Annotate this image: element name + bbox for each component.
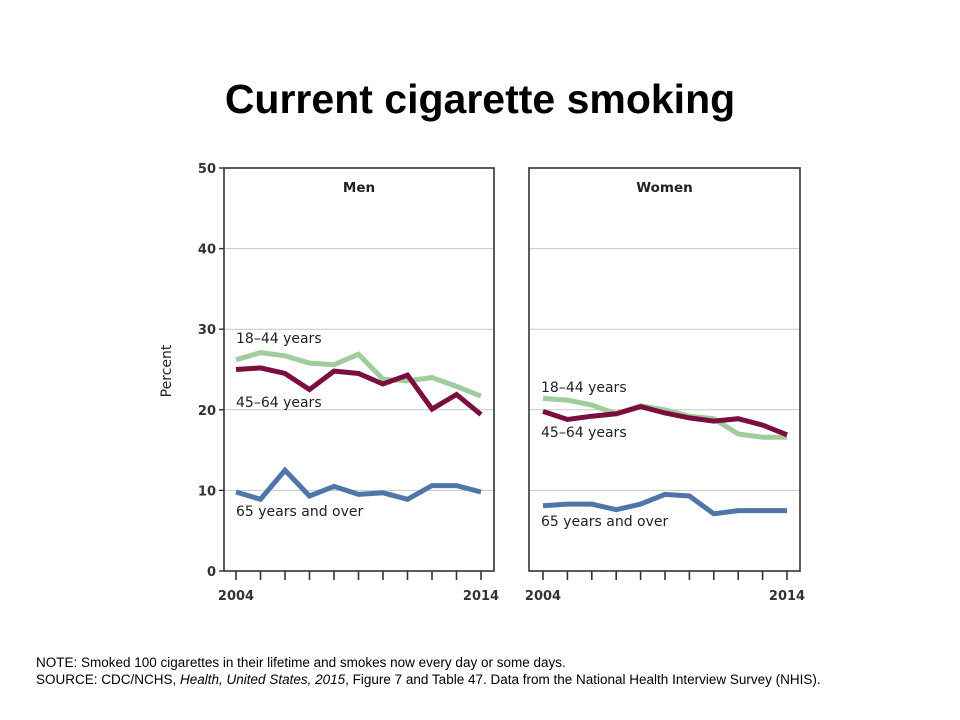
source-text: SOURCE: CDC/NCHS, Health, United States,… xyxy=(36,671,936,688)
source-prefix: SOURCE: CDC/NCHS, xyxy=(36,672,181,687)
chart-title: Current cigarette smoking xyxy=(224,76,736,122)
y-tick-label-10: 10 xyxy=(198,484,216,499)
series-label-65+: 65 years and over xyxy=(541,514,668,530)
men-panel: 0 10 20 30 40 50 2004 2014 Men 18–44 years 45–64 y… xyxy=(198,162,499,604)
series-line-65+ xyxy=(235,466,482,503)
series-label-18-44: 18–44 years xyxy=(236,331,322,347)
series-label-65+: 65 years and over xyxy=(236,504,363,520)
chart-area: 0 10 20 30 40 50 2004 2014 Men 18–44 years 45–64 y… xyxy=(159,162,805,604)
notes: NOTE: Smoked 100 cigarettes in their lif… xyxy=(36,654,936,688)
y-axis-title: Percent xyxy=(159,344,175,397)
source-italic: Health, United States, 2015 xyxy=(180,672,346,687)
series-line-65+ xyxy=(542,491,787,517)
series-label-45-64: 45–64 years xyxy=(236,395,322,411)
x-tick-label-2014: 2014 xyxy=(769,589,805,604)
y-tick-label-30: 30 xyxy=(198,323,216,338)
x-tick-label-2014: 2014 xyxy=(463,589,499,604)
y-tick-label-50: 50 xyxy=(198,162,216,177)
note-text: NOTE: Smoked 100 cigarettes in their lif… xyxy=(36,655,566,670)
y-tick-label-0: 0 xyxy=(207,565,216,580)
y-tick-label-20: 20 xyxy=(198,404,216,419)
women-panel: 2004 2014 Women 18–44 years 45–64 years 65 ye… xyxy=(525,167,805,604)
x-tick-label-2004: 2004 xyxy=(525,589,561,604)
y-tick-label-40: 40 xyxy=(198,243,216,258)
panel-title: Women xyxy=(636,180,693,196)
panel-title: Men xyxy=(343,180,375,196)
x-tick-label-2004: 2004 xyxy=(218,589,254,604)
series-label-18-44: 18–44 years xyxy=(541,380,627,396)
source-suffix: , Figure 7 and Table 47. Data from the N… xyxy=(345,672,821,687)
series-label-45-64: 45–64 years xyxy=(541,425,627,441)
